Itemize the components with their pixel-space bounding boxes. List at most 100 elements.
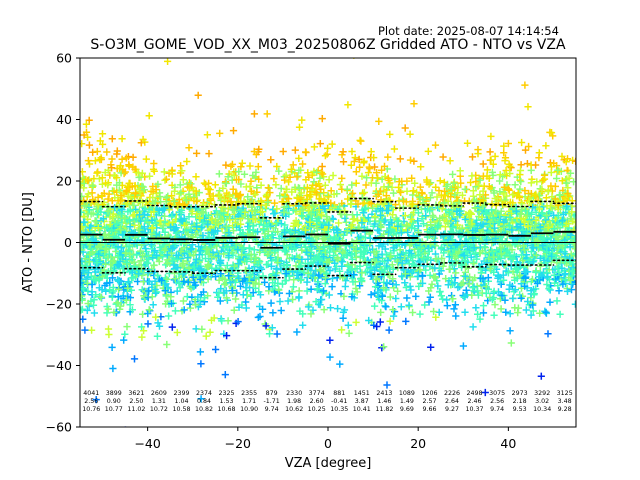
scatter-point (149, 301, 157, 309)
scatter-point (414, 209, 422, 217)
scatter-point (109, 364, 117, 373)
scatter-point (302, 148, 310, 156)
scatter-point (567, 280, 575, 288)
scatter-point (117, 192, 125, 200)
scatter-point (343, 185, 351, 193)
scatter-point (158, 276, 166, 284)
scatter-point (295, 166, 303, 174)
scatter-point (361, 258, 369, 266)
bin-count-label: 3292 (534, 390, 550, 397)
scatter-point (479, 220, 487, 228)
scatter-point (109, 212, 117, 221)
scatter-point (132, 215, 140, 223)
scatter-point (442, 182, 450, 190)
scatter-point (318, 211, 326, 219)
scatter-point (485, 255, 493, 264)
scatter-point (280, 238, 288, 246)
scatter-point (372, 263, 381, 271)
scatter-point (547, 129, 556, 137)
scatter-point (388, 235, 396, 243)
scatter-point (319, 243, 328, 251)
scatter-point (175, 190, 183, 198)
scatter-point (367, 291, 375, 299)
scatter-point (217, 215, 225, 223)
scatter-point (223, 332, 231, 340)
scatter-point (190, 278, 198, 287)
scatter-point (426, 293, 434, 301)
scatter-point (482, 249, 490, 257)
scatter-point (529, 258, 537, 266)
scatter-point (130, 201, 138, 209)
scatter-point (296, 307, 304, 315)
scatter-point (126, 301, 134, 309)
scatter-point (80, 285, 87, 293)
scatter-point (503, 192, 511, 200)
scatter-point (568, 208, 576, 216)
scatter-point (82, 175, 90, 184)
scatter-point (92, 254, 100, 262)
bin-mean-label: -0.41 (331, 398, 347, 405)
scatter-point (212, 345, 220, 354)
scatter-point (540, 234, 548, 242)
scatter-point (537, 233, 545, 241)
bin-count-label: 2374 (196, 390, 212, 397)
bin-count-label: 3621 (128, 390, 144, 397)
scatter-point (222, 294, 231, 302)
scatter-point (461, 308, 469, 316)
scatter-point (170, 276, 178, 284)
scatter-point (162, 175, 170, 183)
scatter-point (557, 248, 565, 256)
scatter-point (293, 328, 301, 336)
scatter-point (558, 216, 567, 224)
scatter-point (470, 260, 478, 268)
scatter-point (519, 256, 527, 265)
scatter-point (476, 315, 484, 323)
x-tick-label: 0 (324, 436, 332, 451)
scatter-point (88, 189, 96, 197)
scatter-point (545, 285, 553, 293)
scatter-point (98, 130, 107, 138)
scatter-point (121, 249, 129, 257)
scatter-point (240, 244, 248, 252)
scatter-point (175, 279, 183, 287)
bin-count-label: 879 (266, 390, 278, 397)
scatter-point (151, 277, 159, 285)
scatter-point (244, 193, 252, 201)
scatter-point (354, 200, 362, 208)
scatter-point (469, 226, 477, 234)
scatter-point (461, 272, 469, 280)
scatter-point (155, 257, 163, 266)
scatter-point (307, 252, 315, 260)
scatter-point (365, 316, 373, 325)
scatter-point (217, 285, 225, 293)
scatter-point (401, 212, 409, 220)
scatter-point (196, 348, 204, 356)
scatter-point (113, 181, 121, 189)
scatter-point (225, 272, 233, 280)
scatter-point (207, 195, 215, 203)
scatter-point (440, 187, 449, 195)
scatter-point (205, 250, 213, 258)
scatter-point (405, 301, 413, 309)
scatter-point (132, 190, 140, 198)
scatter-point (401, 279, 409, 287)
scatter-point (89, 235, 97, 243)
scatter-point (82, 202, 91, 210)
scatter-point (430, 307, 438, 316)
scatter-point (357, 137, 365, 145)
scatter-point (415, 282, 423, 290)
scatter-point (348, 265, 356, 274)
scatter-point (145, 206, 153, 214)
scatter-point (253, 237, 261, 246)
y-tick-label: −60 (46, 420, 72, 435)
scatter-point (457, 179, 465, 187)
scatter-point (122, 296, 130, 304)
scatter-point (377, 308, 385, 316)
scatter-point (431, 238, 439, 246)
scatter-point (407, 286, 415, 294)
scatter-point (151, 197, 159, 205)
scatter-point (273, 162, 281, 171)
bin-mean-label: 0.84 (197, 398, 211, 405)
scatter-point (443, 302, 451, 310)
scatter-point (177, 189, 185, 197)
